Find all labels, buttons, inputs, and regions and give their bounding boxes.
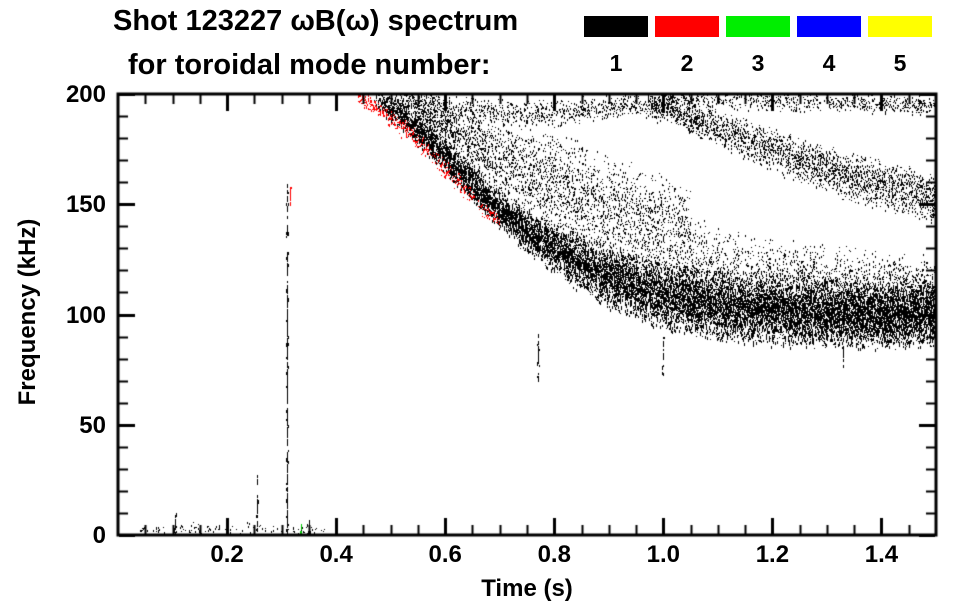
x-tick-label: 1.2 — [755, 541, 790, 568]
legend-swatch-2 — [655, 16, 719, 37]
chart-subtitle: for toroidal mode number: — [128, 49, 491, 81]
x-tick-label: 1.0 — [646, 541, 681, 568]
y-tick-label: 200 — [65, 81, 106, 108]
legend-mode-number: 5 — [893, 50, 907, 76]
x-axis-title: Time (s) — [481, 575, 573, 602]
legend-swatch-4 — [797, 16, 861, 37]
legend-item: 1 — [584, 16, 648, 75]
x-tick-label: 0.2 — [210, 541, 244, 568]
y-tick-label: 50 — [79, 411, 106, 439]
y-tick-label: 100 — [65, 301, 106, 329]
legend-item: 5 — [868, 16, 932, 75]
legend-swatch-3 — [726, 16, 790, 37]
legend-mode-number: 1 — [609, 50, 623, 76]
legend-item: 2 — [655, 16, 719, 75]
legend-mode-number: 3 — [751, 50, 765, 76]
chart-title: Shot 123227 ωB(ω) spectrum — [113, 5, 519, 37]
x-tick-label: 0.6 — [428, 541, 462, 568]
legend-mode-number: 2 — [680, 50, 694, 76]
y-tick-label: 0 — [92, 522, 106, 549]
x-tick-label: 0.8 — [537, 541, 571, 568]
legend-item: 3 — [726, 16, 790, 75]
legend-mode-number: 4 — [822, 50, 836, 76]
legend-swatch-1 — [584, 16, 648, 37]
legend-swatch-5 — [868, 16, 932, 37]
y-tick-label: 150 — [65, 191, 106, 219]
legend: 1 2 3 4 5 — [584, 16, 932, 75]
x-tick-label: 1.4 — [864, 541, 899, 568]
x-tick-label: 0.4 — [319, 541, 353, 568]
legend-item: 4 — [797, 16, 861, 75]
